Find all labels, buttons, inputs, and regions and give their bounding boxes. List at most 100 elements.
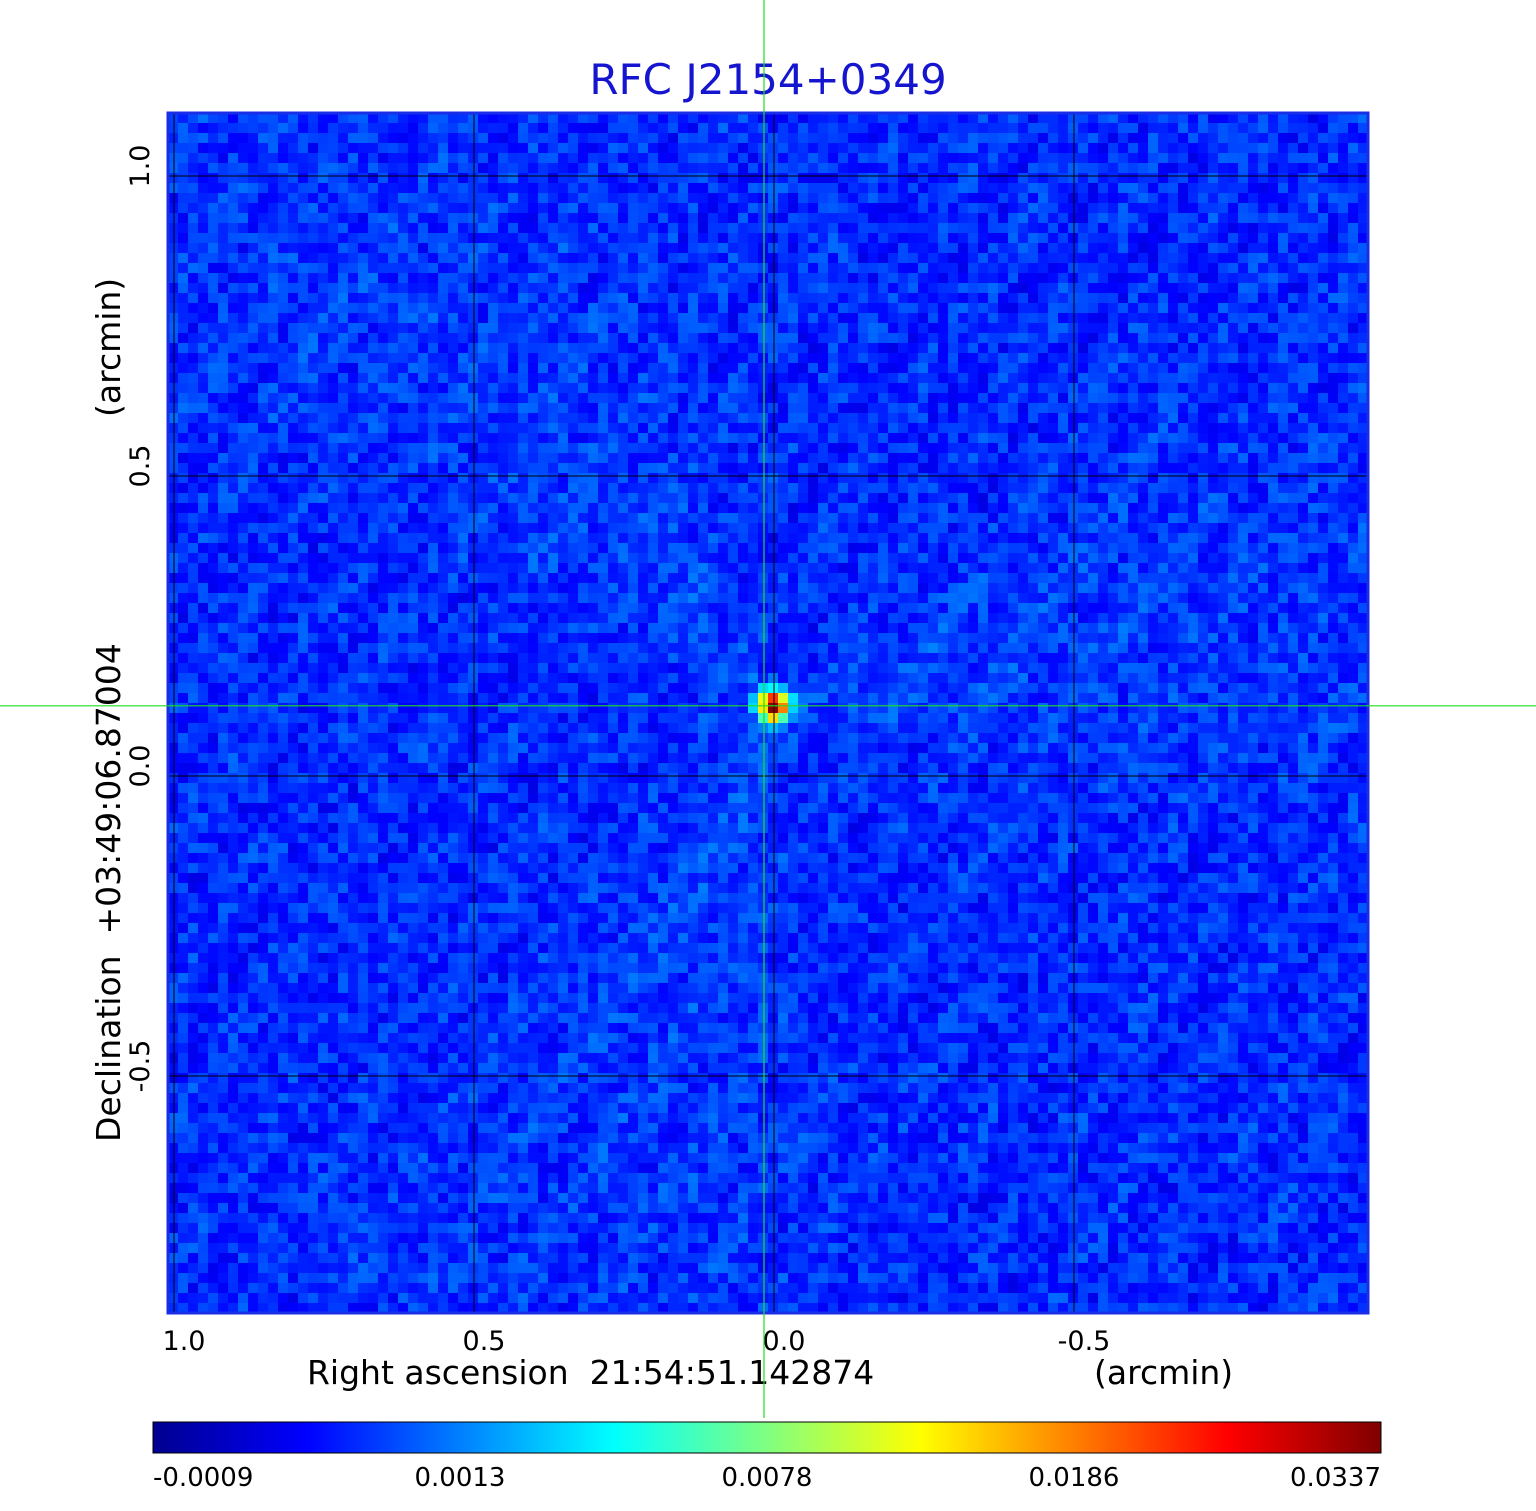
image-pixel [268, 353, 279, 364]
image-pixel [738, 113, 749, 124]
image-pixel [208, 193, 219, 204]
image-pixel [1268, 473, 1279, 484]
image-pixel [348, 373, 359, 384]
image-pixel [458, 153, 469, 164]
image-pixel [378, 303, 389, 314]
image-pixel [1228, 273, 1239, 284]
image-pixel [718, 253, 729, 264]
image-pixel [768, 203, 779, 214]
image-pixel [598, 263, 609, 274]
image-pixel [498, 203, 509, 214]
image-pixel [238, 233, 249, 244]
image-pixel [778, 373, 789, 384]
image-pixel [628, 493, 639, 504]
image-pixel [1238, 263, 1249, 274]
image-pixel [498, 393, 509, 404]
image-pixel [848, 323, 859, 334]
image-pixel [1178, 463, 1189, 474]
image-pixel [408, 243, 419, 254]
image-pixel [938, 163, 949, 174]
image-pixel [978, 453, 989, 464]
image-pixel [678, 333, 689, 344]
image-pixel [198, 443, 209, 454]
image-pixel [298, 523, 309, 534]
image-pixel [728, 183, 739, 194]
image-pixel [1078, 163, 1089, 174]
image-pixel [258, 303, 269, 314]
image-pixel [418, 493, 429, 504]
image-pixel [408, 373, 419, 384]
image-pixel [528, 393, 539, 404]
image-pixel [1328, 173, 1339, 184]
image-pixel [198, 503, 209, 514]
image-pixel [908, 463, 919, 474]
image-pixel [728, 473, 739, 484]
image-pixel [268, 223, 279, 234]
image-pixel [468, 393, 479, 404]
image-pixel [1158, 503, 1169, 514]
image-pixel [548, 123, 559, 134]
image-pixel [498, 413, 509, 424]
image-pixel [1168, 263, 1179, 274]
image-pixel [288, 113, 299, 124]
image-pixel [928, 253, 939, 264]
image-pixel [388, 433, 399, 444]
image-pixel [698, 473, 709, 484]
image-pixel [678, 293, 689, 304]
image-pixel [1238, 133, 1249, 144]
image-pixel [1318, 503, 1329, 514]
image-pixel [178, 123, 189, 134]
image-pixel [1308, 273, 1319, 284]
image-pixel [1248, 303, 1259, 314]
image-pixel [278, 273, 289, 284]
image-pixel [428, 303, 439, 314]
image-pixel [798, 483, 809, 494]
image-pixel [848, 483, 859, 494]
image-pixel [178, 223, 189, 234]
image-pixel [638, 513, 649, 524]
image-pixel [638, 413, 649, 424]
image-pixel [628, 403, 639, 414]
image-pixel [1108, 113, 1119, 124]
image-pixel [468, 173, 479, 184]
image-pixel [248, 213, 259, 224]
image-pixel [1358, 133, 1368, 144]
image-pixel [168, 513, 179, 524]
image-pixel [968, 343, 979, 354]
image-pixel [318, 433, 329, 444]
image-pixel [1118, 433, 1129, 444]
image-pixel [1048, 213, 1059, 224]
image-pixel [948, 473, 959, 484]
image-pixel [598, 383, 609, 394]
image-pixel [678, 403, 689, 414]
image-pixel [838, 423, 849, 434]
image-pixel [358, 243, 369, 254]
image-pixel [978, 413, 989, 424]
image-pixel [1078, 323, 1089, 334]
chart-title: RFC J2154+0349 [589, 55, 946, 104]
image-pixel [628, 253, 639, 264]
image-pixel [408, 213, 419, 224]
image-pixel [708, 353, 719, 364]
image-pixel [1058, 193, 1069, 204]
image-pixel [958, 313, 969, 324]
image-pixel [408, 333, 419, 344]
image-pixel [1198, 513, 1209, 524]
image-pixel [198, 353, 209, 364]
image-pixel [868, 123, 879, 134]
image-pixel [868, 383, 879, 394]
image-pixel [518, 183, 529, 194]
image-pixel [698, 303, 709, 314]
image-pixel [798, 443, 809, 454]
image-pixel [1138, 383, 1149, 394]
image-pixel [388, 483, 399, 494]
image-pixel [328, 243, 339, 254]
image-pixel [508, 183, 519, 194]
image-pixel [358, 523, 369, 534]
image-pixel [918, 333, 929, 344]
image-pixel [598, 463, 609, 474]
image-pixel [1358, 253, 1368, 264]
image-pixel [598, 323, 609, 334]
image-pixel [688, 383, 699, 394]
image-pixel [838, 483, 849, 494]
